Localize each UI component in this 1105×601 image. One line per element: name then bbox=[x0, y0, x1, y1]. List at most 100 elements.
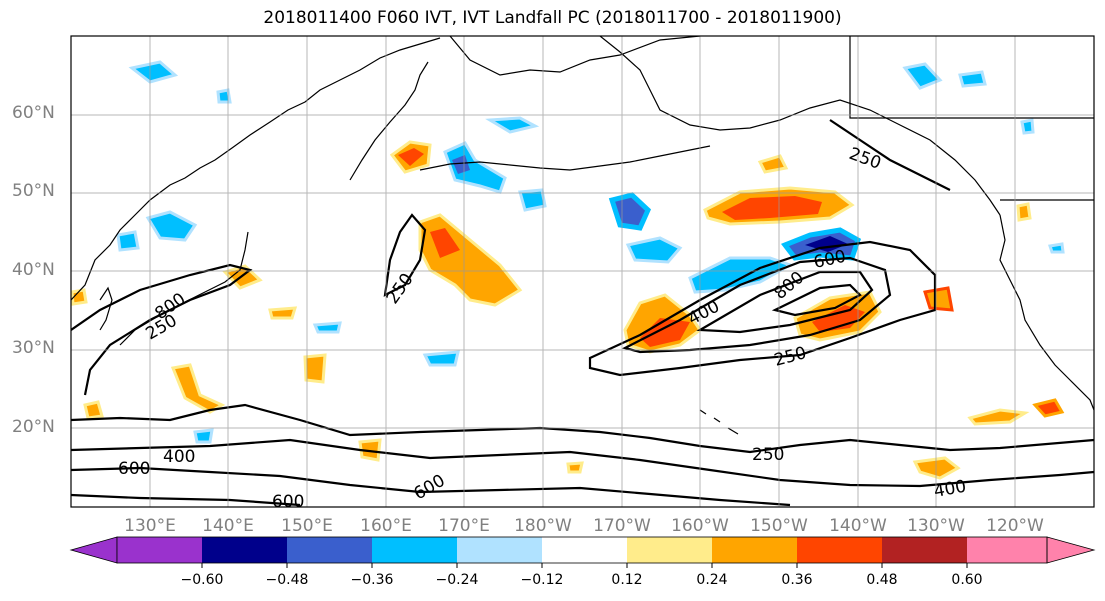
lat-label-30n: 30°N bbox=[12, 338, 55, 358]
pc-positive-core bbox=[398, 148, 424, 166]
pc-positive-core bbox=[812, 305, 865, 332]
colorbar-upper-extension bbox=[1046, 536, 1096, 564]
colorbar-tick-label: −0.48 bbox=[265, 572, 309, 588]
ivt-contour-600 bbox=[71, 466, 791, 507]
pc-negative-patch bbox=[1020, 118, 1035, 135]
colorbar-tick-label: −0.36 bbox=[350, 572, 394, 588]
pc-positive-patch bbox=[566, 461, 584, 474]
ivt-contour-800 bbox=[771, 283, 862, 317]
pc-negative-patch bbox=[958, 70, 987, 88]
lon-label-180w: 180°W bbox=[514, 516, 572, 536]
pc-negative-patch bbox=[1048, 242, 1065, 254]
colorbar-segment bbox=[627, 537, 712, 563]
pc-negative-patch bbox=[128, 60, 179, 84]
pc-positive-patch bbox=[170, 363, 226, 414]
lon-label-120w: 120°W bbox=[986, 516, 1044, 536]
pc-negative-patch bbox=[485, 116, 540, 134]
pc-positive-patch bbox=[923, 286, 954, 312]
ivt-contour-600 bbox=[71, 493, 301, 507]
map-title: 2018011400 F060 IVT, IVT Landfall PC (20… bbox=[263, 8, 842, 28]
colorbar-segment bbox=[202, 537, 287, 563]
colorbar-tick-label: −0.24 bbox=[435, 572, 479, 588]
ivt-contour-250 bbox=[71, 263, 253, 396]
pc-negative-patch bbox=[518, 188, 547, 212]
pc-negative-patch bbox=[902, 62, 943, 90]
pc-negative-patch bbox=[193, 428, 214, 444]
lat-label-60n: 60°N bbox=[12, 103, 55, 123]
pc-positive-patch bbox=[1016, 202, 1032, 222]
contour-label: 400 bbox=[163, 447, 195, 467]
pc-negative-patch bbox=[145, 210, 198, 242]
colorbar-tick-label: −0.12 bbox=[520, 572, 564, 588]
pc-positive-core bbox=[430, 228, 460, 258]
pc-positive-core bbox=[640, 318, 690, 347]
lon-label-150e: 150°E bbox=[281, 516, 333, 536]
pc-negative-patch bbox=[608, 192, 652, 231]
aleutian-chain bbox=[419, 145, 711, 171]
ivt-contour-600 bbox=[696, 270, 874, 334]
pc-positive-patch bbox=[967, 408, 1030, 426]
pc-positive-patch bbox=[358, 438, 382, 462]
lat-label-40n: 40°N bbox=[12, 260, 55, 280]
coastlines bbox=[71, 36, 1094, 435]
pc-negative-patch bbox=[216, 88, 232, 104]
colorbar-tick-label: 0.24 bbox=[696, 572, 728, 588]
alaska-coast bbox=[599, 36, 1001, 216]
contour-label: 600 bbox=[118, 459, 150, 479]
colorbar-tick-label: −0.60 bbox=[180, 572, 224, 588]
lon-label-140w: 140°W bbox=[829, 516, 887, 536]
russia-coast bbox=[449, 36, 701, 76]
contour-label: 600 bbox=[272, 492, 304, 512]
pc-negative-patch bbox=[312, 321, 342, 334]
pc-positive-patch bbox=[268, 306, 298, 320]
colorbar-segment bbox=[712, 537, 797, 563]
pc-negative-patch bbox=[625, 236, 683, 264]
korea-coast bbox=[99, 286, 113, 331]
pc-positive-core bbox=[722, 196, 822, 220]
colorbar-tick-label: 0.36 bbox=[781, 572, 813, 588]
pc-negative-patch bbox=[443, 141, 507, 194]
colorbar-tick-label: 0.48 bbox=[866, 572, 898, 588]
colorbar-segment bbox=[542, 537, 627, 563]
canada-border bbox=[849, 36, 1094, 119]
ivt-contour-250 bbox=[71, 403, 1094, 454]
lon-label-160e: 160°E bbox=[360, 516, 412, 536]
north-america-coast bbox=[999, 214, 1094, 411]
contour-label: 250 bbox=[752, 445, 784, 465]
lon-label-170w: 170°W bbox=[593, 516, 651, 536]
pc-negative-patch bbox=[422, 350, 460, 367]
lon-label-130e: 130°E bbox=[124, 516, 176, 536]
lat-label-20n: 20°N bbox=[12, 417, 55, 437]
colorbar-segment bbox=[287, 537, 372, 563]
ivt-contour-400 bbox=[71, 438, 1094, 488]
colorbar-segment bbox=[797, 537, 882, 563]
pc-positive-patch bbox=[83, 400, 104, 420]
ivt-contour-250 bbox=[383, 213, 427, 297]
map-frame bbox=[70, 35, 1095, 508]
colorbar bbox=[69, 536, 1096, 568]
lon-label-140e: 140°E bbox=[202, 516, 254, 536]
ivt-contour-250 bbox=[829, 119, 951, 191]
pc-negative-patch bbox=[116, 230, 140, 252]
pc-positive-patch bbox=[303, 353, 327, 384]
lon-label-150w: 150°W bbox=[750, 516, 808, 536]
lon-label-170e: 170°E bbox=[438, 516, 490, 536]
ivt-contour-250 bbox=[588, 240, 937, 377]
kamchatka-coast bbox=[349, 61, 429, 181]
colorbar-frame bbox=[116, 536, 1048, 564]
pc-negative-core bbox=[452, 155, 470, 174]
lon-label-160w: 160°W bbox=[671, 516, 729, 536]
asia-coast bbox=[71, 37, 441, 301]
graticule bbox=[71, 36, 1094, 507]
colorbar-lower-extension bbox=[69, 536, 118, 564]
pc-positive-patch bbox=[1032, 398, 1065, 418]
colorbar-segment bbox=[882, 537, 967, 563]
colorbar-tick-label: 0.12 bbox=[611, 572, 643, 588]
colorbar-segment bbox=[372, 537, 457, 563]
hawaii-islands bbox=[699, 409, 739, 435]
colorbar-segment bbox=[457, 537, 542, 563]
colorbar-tick-label: 0.60 bbox=[951, 572, 983, 588]
lat-label-50n: 50°N bbox=[12, 181, 55, 201]
lon-label-130w: 130°W bbox=[907, 516, 965, 536]
